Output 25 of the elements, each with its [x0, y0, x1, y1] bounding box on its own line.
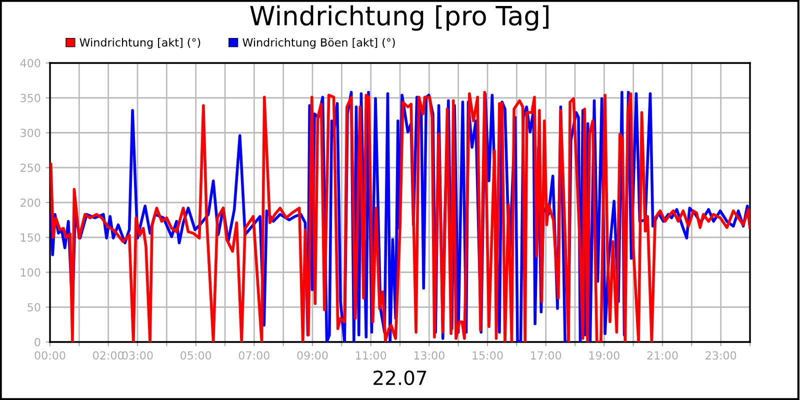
x-tick-label: 23:00 — [706, 351, 736, 360]
x-tick-label: 05:00 — [180, 351, 212, 360]
x-tick-label: 02:00 — [93, 351, 124, 360]
legend-label: Windrichtung Böen [akt] (°) — [242, 38, 395, 49]
x-tick-label: 13:00 — [414, 351, 444, 360]
x-tick-label: 11:00 — [356, 351, 386, 360]
x-tick-label: 17:00 — [531, 351, 562, 360]
y-tick-label: 150 — [20, 233, 40, 242]
x-tick-label: 21:00 — [647, 351, 678, 360]
chart-title: Windrichtung [pro Tag] — [250, 5, 548, 31]
y-tick-label: 300 — [20, 128, 40, 138]
y-tick-label: 200 — [20, 198, 40, 207]
y-tick-label: 250 — [20, 164, 40, 172]
y-tick-label: 50 — [28, 303, 40, 312]
x-tick-label: 00:00 — [34, 351, 66, 360]
y-tick-label: 0 — [34, 338, 40, 346]
x-tick-label: 07:00 — [238, 351, 270, 360]
x-axis-title: 22.07 — [374, 370, 426, 386]
x-tick-label: 19:00 — [589, 351, 620, 360]
x-tick-label: 15:00 — [472, 351, 503, 360]
legend-label: Windrichtung [akt] (°) — [80, 38, 200, 49]
y-tick-label: 100 — [20, 268, 40, 277]
y-tick-label: 400 — [20, 58, 40, 68]
x-tick-label: 09:00 — [297, 351, 328, 360]
y-tick-label: 350 — [20, 94, 40, 102]
